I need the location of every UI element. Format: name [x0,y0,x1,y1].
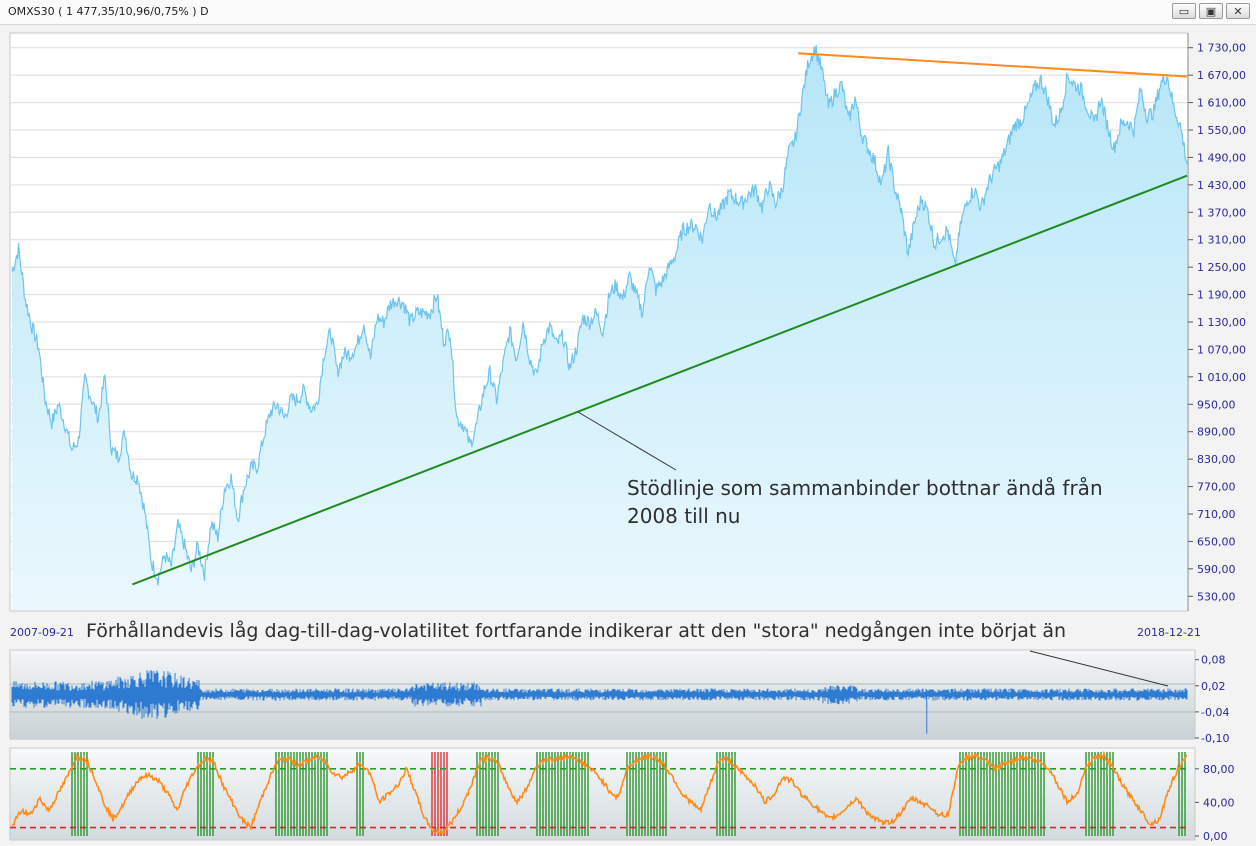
oscillator-bars [71,752,1186,836]
support-trendline [132,174,1188,586]
support-annotation: Stödlinje som sammanbinder bottnar ändå … [627,474,1103,530]
volatility-tick-label: 0,02 [1201,680,1226,693]
window-titlebar: OMXS30 ( 1 477,35/10,96/0,75% ) D ▭ ▣ ✕ [0,0,1256,25]
chart-canvas: 1 730,00 1 670,00 1 610,00 1 550,00 1 490,00… [9,32,1246,843]
window-title: OMXS30 ( 1 477,35/10,96/0,75% ) D [8,5,209,18]
price-tick-label: 1 370,00 [1197,206,1246,219]
price-tick-label: 710,00 [1197,508,1236,521]
price-tick-label: 1 250,00 [1197,261,1246,274]
resistance-trendline [798,52,1188,78]
price-tick-label: 1 670,00 [1197,69,1246,82]
support-annotation-line2: 2008 till nu [627,504,741,528]
price-tick-label: 770,00 [1197,481,1236,494]
price-tick-label: 1 730,00 [1197,42,1246,55]
volatility-pointer [1029,650,1169,687]
oscillator-tick-label: 0,00 [1203,830,1228,843]
volatility-annotation: Förhållandevis låg dag-till-dag-volatili… [86,620,1067,642]
price-tick-label: 1 070,00 [1197,343,1246,356]
price-tick-label: 890,00 [1197,426,1236,439]
oscillator-tick-label: 80,00 [1203,763,1235,776]
oscillator-tick-label: 40,00 [1203,796,1235,809]
price-tick-label: 1 610,00 [1197,97,1246,110]
price-tick-label: 1 430,00 [1197,179,1246,192]
price-tick-label: 950,00 [1197,398,1236,411]
price-tick-label: 1 490,00 [1197,151,1246,164]
price-line [11,44,1188,586]
volatility-tick-label: 0,08 [1201,654,1226,667]
price-tick-label: 1 130,00 [1197,316,1246,329]
end-date-label: 2018-12-21 [1137,626,1201,639]
support-annotation-line1: Stödlinje som sammanbinder bottnar ändå … [627,476,1103,500]
daily-change-series [11,670,1188,734]
minimize-button[interactable]: ▭ [1172,3,1196,19]
price-axis: 1 730,00 1 670,00 1 610,00 1 550,00 1 490,00… [1187,33,1246,611]
start-date-label: 2007-09-21 [10,626,74,639]
oscillator-axis: 80,00 40,00 0,00 [1195,763,1235,843]
volatility-tick-label: -0,04 [1201,706,1229,719]
price-tick-label: 530,00 [1197,590,1236,603]
price-tick-label: 830,00 [1197,453,1236,466]
volatility-tick-label: -0,10 [1201,732,1229,745]
restore-button[interactable]: ▣ [1199,3,1223,19]
volatility-panel [9,649,1196,740]
price-tick-label: 1 190,00 [1197,289,1246,302]
close-button[interactable]: ✕ [1226,3,1250,19]
volatility-axis: 0,08 0,02 -0,04 -0,10 [1195,654,1229,745]
annotation-pointer [577,411,677,471]
price-tick-label: 1 010,00 [1197,371,1246,384]
price-tick-label: 650,00 [1197,535,1236,548]
price-tick-label: 1 310,00 [1197,234,1246,247]
price-tick-label: 590,00 [1197,563,1236,576]
oscillator-line [11,750,1188,836]
price-tick-label: 1 550,00 [1197,124,1246,137]
